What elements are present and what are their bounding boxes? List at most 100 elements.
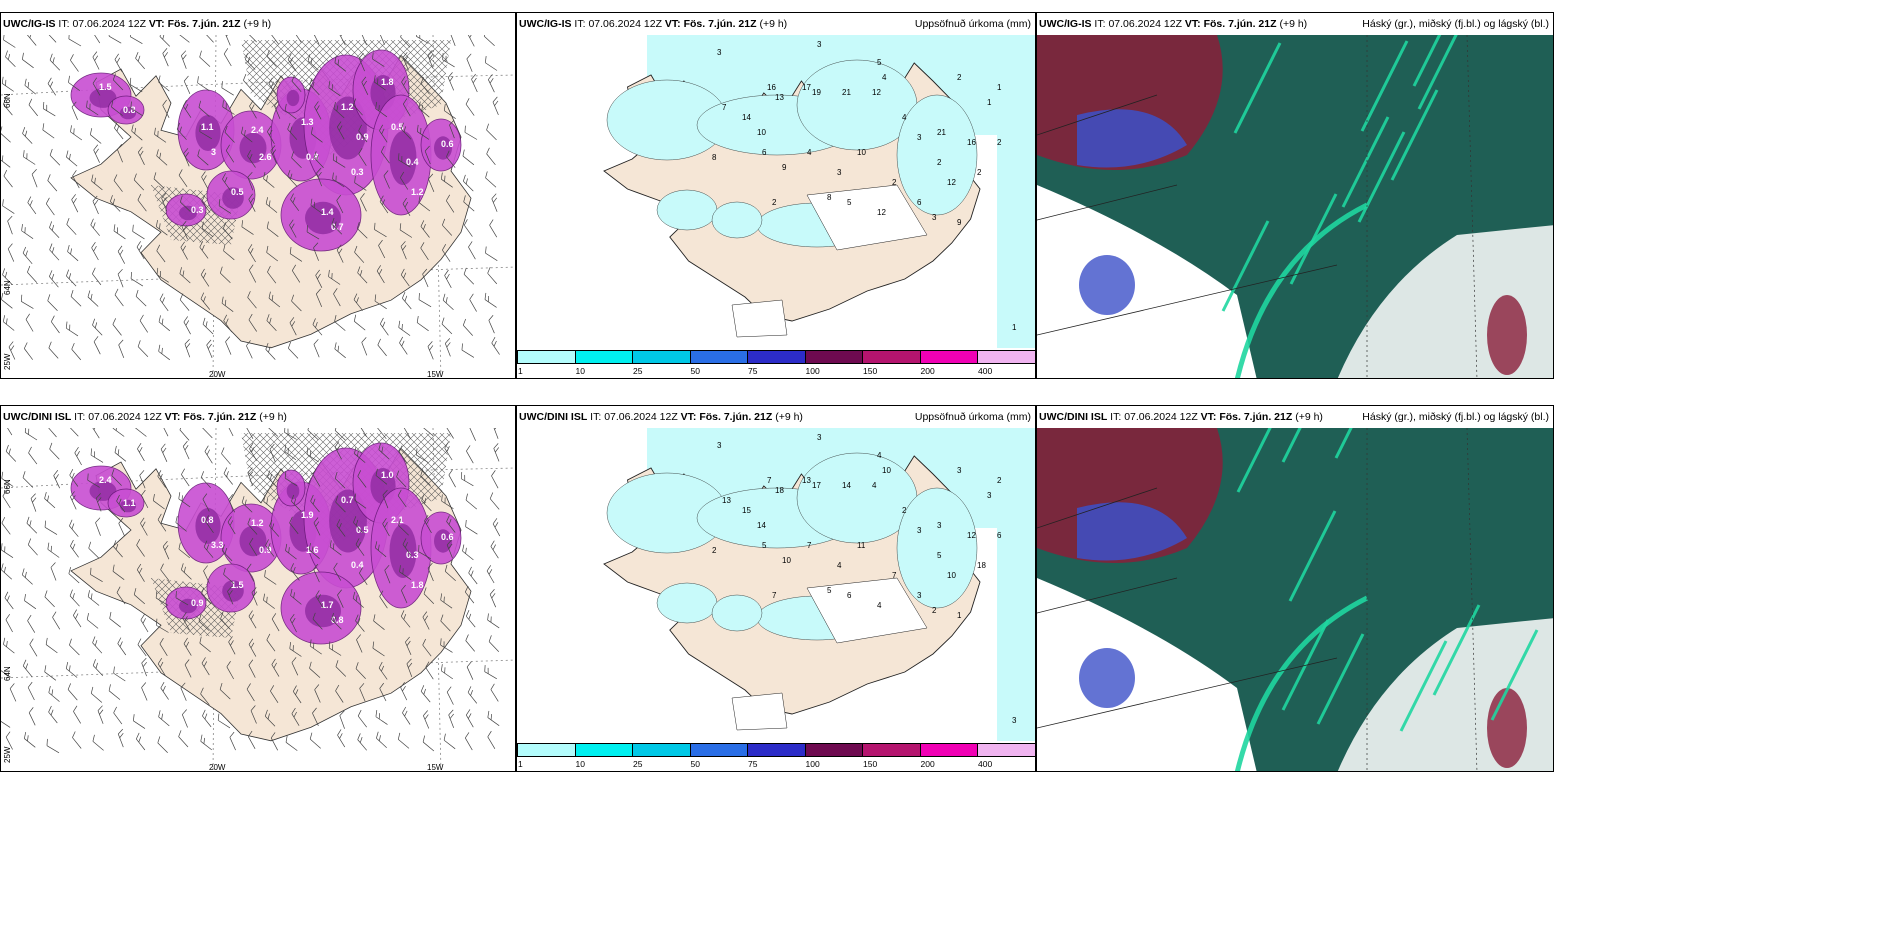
wind-barb [398, 445, 408, 464]
wind-barb [179, 293, 190, 311]
station-value: 12 [872, 88, 881, 97]
wind-barb [129, 35, 143, 45]
wind-barb [354, 175, 367, 191]
station-value: 7 [892, 571, 897, 580]
wind-panel-bottom: UWC/DINI ISL IT: 07.06.2024 12Z VT: Fös.… [0, 405, 516, 772]
wind-barb [228, 636, 236, 655]
wind-barb [140, 614, 149, 633]
wind-barb [357, 709, 367, 728]
station-value: 4 [902, 113, 907, 122]
wind-barb [418, 293, 432, 308]
wind-barb [158, 315, 171, 332]
wind-barb [358, 147, 367, 166]
wind-barb [373, 75, 386, 91]
station-value: 8 [712, 153, 717, 162]
wind-barb [160, 563, 170, 582]
wind-barb [444, 269, 452, 288]
wind-barb [397, 732, 410, 749]
wind-barb [379, 682, 387, 702]
wind-barb [313, 563, 320, 583]
wind-barb [380, 145, 390, 164]
wind-barb [489, 588, 497, 608]
wind-map: 1.5 0.8 1.1 3 2.4 2.6 1.3 0.8 1.2 0.9 0.3 1.8 0.5 0.4… [1, 35, 515, 378]
precip-value: 0.7 [341, 495, 354, 505]
wind-barb [114, 53, 123, 72]
wind-barb [227, 586, 234, 605]
wind-barb [358, 52, 365, 72]
wind-barb [137, 193, 147, 212]
station-value: 12 [947, 178, 956, 187]
precip-core [239, 525, 267, 557]
low-cloud-area [1077, 109, 1187, 168]
wind-barb [118, 517, 125, 537]
station-value: 3 [1012, 716, 1017, 725]
wind-barb [265, 197, 278, 213]
wind-barb [66, 269, 77, 287]
station-value: 13 [775, 93, 784, 102]
wind-barb [465, 519, 478, 535]
wind-barb [405, 636, 412, 656]
wind-barb [97, 705, 104, 724]
station-value: 2 [997, 476, 1002, 485]
precip-area [997, 428, 1035, 746]
wind-barb [289, 516, 299, 535]
station-value: 2 [902, 506, 907, 515]
wind-barb [284, 103, 297, 120]
wind-barb [157, 736, 168, 753]
colorbar-tick-label: 200 [920, 759, 935, 769]
wind-barb [488, 314, 495, 334]
wind-barb [9, 683, 17, 702]
station-value: 2 [772, 198, 777, 207]
wind-barb [400, 610, 411, 628]
wind-barb [3, 637, 15, 654]
wind-barb [47, 294, 58, 311]
wind-barb [248, 638, 257, 657]
wind-barb [375, 468, 388, 485]
wind-barb [154, 127, 167, 143]
station-value: 3 [917, 133, 922, 142]
wind-barb [420, 469, 431, 486]
wind-barb [181, 563, 192, 580]
colorbar-tick-label: 75 [748, 366, 758, 376]
wind-barb [222, 544, 233, 562]
wind-barb [204, 445, 213, 464]
low-cloud-band [1360, 40, 1409, 132]
clear-sky-area [1037, 578, 1257, 771]
wind-barb [315, 269, 323, 288]
wind-barb [402, 538, 412, 556]
wind-barb [27, 614, 36, 633]
wind-barb [133, 588, 146, 605]
precip-core [434, 529, 452, 553]
wind-barb [284, 471, 298, 487]
wind-barb [3, 169, 13, 188]
wind-barb [251, 587, 258, 606]
wind-barb [375, 101, 388, 118]
wind-barb [246, 35, 257, 43]
precip-value: 1.2 [411, 187, 424, 197]
wind-barb [310, 198, 323, 214]
wind-barb [91, 174, 103, 191]
wind-barb [48, 685, 60, 702]
wind-barb [489, 492, 500, 510]
wind-barb [30, 493, 37, 512]
wind-barb [47, 542, 60, 558]
precip-value: 1.7 [321, 600, 334, 610]
wind-barb [488, 74, 495, 93]
wind-barb [465, 610, 476, 628]
wind-barb [271, 658, 280, 677]
station-value: 7 [772, 591, 777, 600]
wind-barb [87, 590, 100, 606]
lon-label-20w: 20W [209, 763, 226, 772]
station-value: 19 [812, 88, 821, 97]
precip-core [195, 508, 221, 544]
wind-barb [490, 540, 499, 559]
colorbar-tick-label: 150 [863, 366, 878, 376]
wind-barb [178, 35, 190, 43]
wind-barb [464, 125, 478, 140]
precip-core [286, 89, 300, 107]
wind-barb [289, 246, 303, 262]
wind-barb [178, 169, 188, 188]
wind-barb [5, 50, 16, 68]
wind-barb [22, 246, 33, 265]
wind-barb [465, 634, 475, 652]
